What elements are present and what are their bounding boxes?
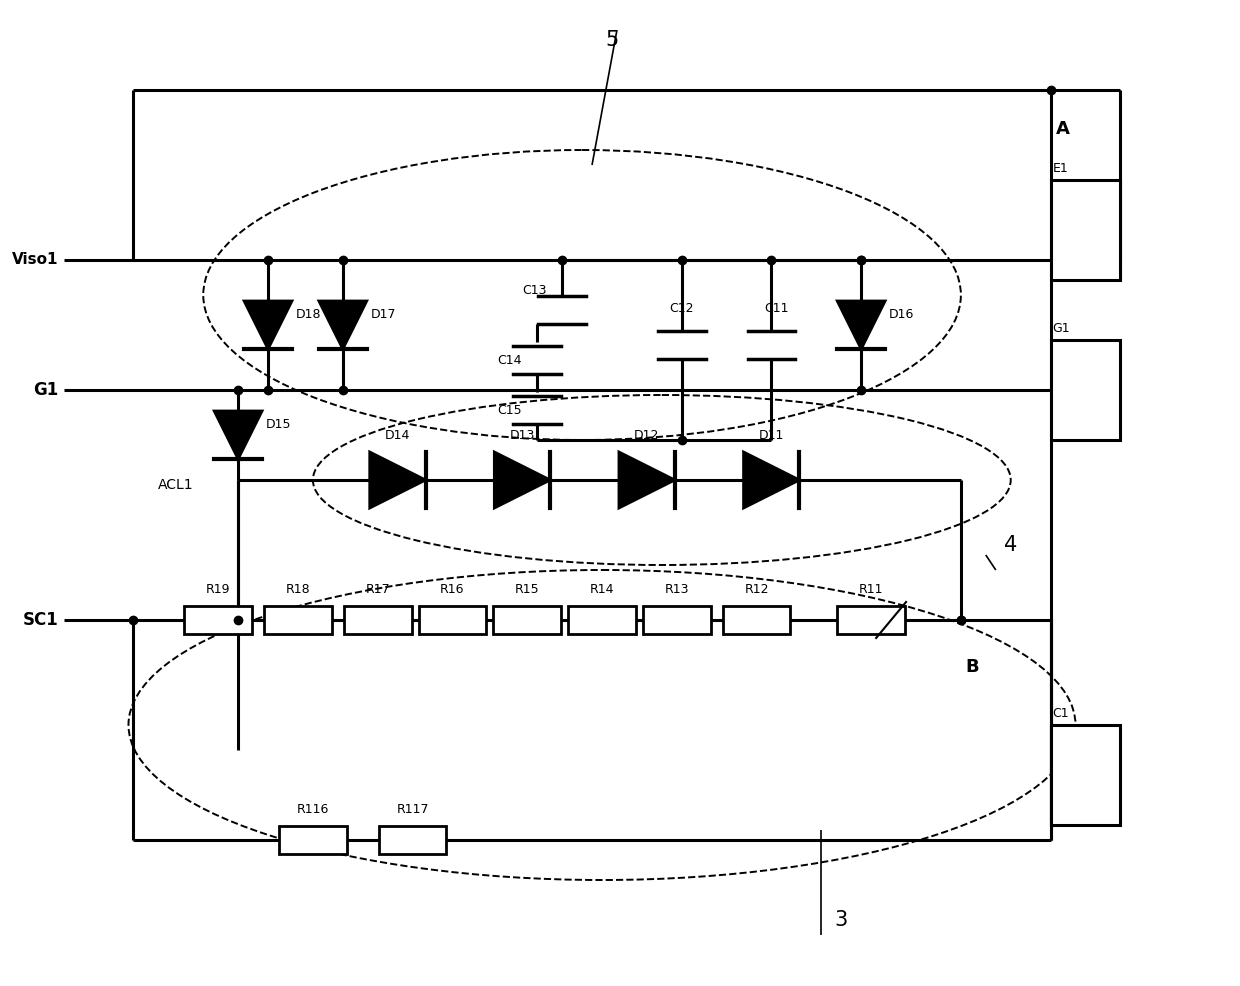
- Polygon shape: [370, 452, 425, 508]
- Bar: [1050, 180, 1121, 280]
- Text: 3: 3: [835, 910, 848, 930]
- Text: R12: R12: [744, 583, 769, 596]
- Text: C13: C13: [523, 284, 547, 297]
- Bar: [378, 826, 446, 854]
- Polygon shape: [319, 301, 367, 349]
- Polygon shape: [744, 452, 800, 508]
- Bar: [279, 826, 347, 854]
- Text: R19: R19: [206, 583, 231, 596]
- Text: G1: G1: [33, 381, 58, 399]
- Text: C1: C1: [1053, 707, 1069, 720]
- Text: D11: D11: [759, 429, 784, 442]
- Text: D16: D16: [889, 309, 914, 321]
- Text: G1: G1: [1053, 322, 1070, 335]
- Text: R11: R11: [859, 583, 883, 596]
- Text: C15: C15: [497, 403, 522, 416]
- Text: SC1: SC1: [24, 611, 58, 629]
- Text: R16: R16: [440, 583, 465, 596]
- Bar: [1050, 340, 1121, 440]
- Text: 4: 4: [1004, 535, 1017, 555]
- Polygon shape: [619, 452, 675, 508]
- Text: C14: C14: [497, 354, 522, 367]
- Text: D14: D14: [384, 429, 410, 442]
- Text: R13: R13: [665, 583, 689, 596]
- Text: C11: C11: [764, 302, 789, 315]
- Text: R116: R116: [296, 803, 329, 816]
- Text: R117: R117: [397, 803, 429, 816]
- Polygon shape: [495, 452, 551, 508]
- Polygon shape: [244, 301, 291, 349]
- Bar: [264, 606, 332, 634]
- Text: R18: R18: [285, 583, 310, 596]
- Text: Viso1: Viso1: [12, 252, 58, 267]
- Text: D18: D18: [296, 309, 321, 321]
- Bar: [1050, 725, 1121, 825]
- Bar: [494, 606, 562, 634]
- Polygon shape: [215, 411, 262, 459]
- Bar: [723, 606, 790, 634]
- Text: A: A: [1055, 120, 1069, 138]
- Text: D13: D13: [510, 429, 534, 442]
- Text: R14: R14: [590, 583, 614, 596]
- Text: 5: 5: [605, 30, 619, 50]
- Text: D12: D12: [634, 429, 660, 442]
- Bar: [837, 606, 905, 634]
- Text: C12: C12: [670, 302, 694, 315]
- Bar: [642, 606, 711, 634]
- Text: B: B: [966, 658, 980, 676]
- Text: E1: E1: [1053, 162, 1069, 175]
- Bar: [419, 606, 486, 634]
- Bar: [343, 606, 412, 634]
- Polygon shape: [837, 301, 885, 349]
- Bar: [185, 606, 252, 634]
- Text: ACL1: ACL1: [159, 478, 193, 492]
- Text: R15: R15: [515, 583, 539, 596]
- Text: R17: R17: [366, 583, 391, 596]
- Bar: [568, 606, 636, 634]
- Text: D15: D15: [267, 418, 291, 432]
- Text: D17: D17: [371, 309, 397, 321]
